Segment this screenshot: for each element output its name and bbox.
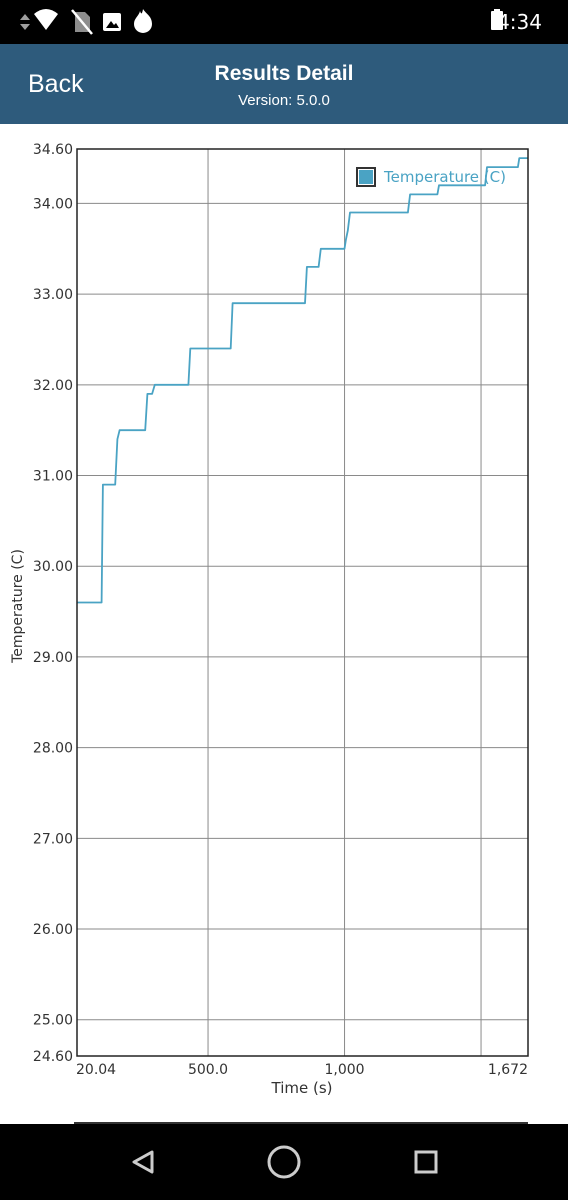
battery-icon (491, 9, 503, 30)
y-tick-label: 31.00 (33, 469, 73, 485)
plot-frame (76, 148, 529, 1057)
y-axis-label: Temperature (C) (10, 549, 26, 663)
y-tick-label: 32.00 (33, 378, 73, 394)
status-time: 4:34 (497, 10, 542, 34)
legend-label: Temperature (C) (384, 168, 506, 186)
temperature-chart[interactable]: 24.60 25.00 26.00 27.00 28.00 29.00 30.00 31.00… (0, 124, 568, 1124)
page-title: Results Detail (214, 62, 354, 85)
y-tick-labels: 24.60 25.00 26.00 27.00 28.00 29.00 30.00 31.00… (33, 142, 73, 1065)
image-icon (103, 13, 121, 31)
back-button[interactable]: Back (28, 70, 84, 98)
status-bar: 4:34 (0, 0, 568, 44)
x-tick-label: 1,000 (324, 1062, 364, 1078)
y-tick-label: 34.00 (33, 196, 73, 212)
chart-gridlines (76, 148, 529, 1057)
divider (74, 1122, 528, 1124)
x-tick-label: 1,672 (488, 1062, 528, 1078)
x-tick-label: 20.04 (76, 1062, 116, 1078)
flame-icon (134, 9, 152, 33)
x-tick-labels: 20.04 500.0 1,000 1,672 (76, 1062, 528, 1078)
x-tick-label: 500.0 (188, 1062, 228, 1078)
y-tick-label: 33.00 (33, 287, 73, 303)
app-header: Back Results Detail Version: 5.0.0 (0, 44, 568, 124)
y-tick-label: 26.00 (33, 922, 73, 938)
legend-swatch-color (359, 170, 373, 184)
series-line-temperature (77, 157, 528, 604)
y-tick-label: 25.00 (33, 1013, 73, 1029)
chart-canvas: 24.60 25.00 26.00 27.00 28.00 29.00 30.00 31.00… (33, 142, 529, 1078)
chart-series (77, 157, 528, 604)
y-tick-label: 28.00 (33, 741, 73, 757)
legend-swatch (356, 167, 376, 187)
y-tick-label: 34.60 (33, 142, 73, 158)
y-tick-label: 30.00 (33, 559, 73, 575)
y-tick-label: 24.60 (33, 1049, 73, 1065)
wifi-icon (34, 9, 58, 30)
y-tick-label: 27.00 (33, 831, 73, 847)
back-triangle-icon[interactable] (124, 1124, 164, 1200)
overview-square-icon[interactable] (408, 1124, 444, 1200)
x-axis-label: Time (s) (271, 1079, 333, 1097)
no-sim-icon (71, 9, 93, 35)
version-label: Version: 5.0.0 (238, 92, 330, 109)
navigation-bar (0, 1124, 568, 1200)
y-tick-label: 29.00 (33, 650, 73, 666)
chart-legend: Temperature (C) (356, 164, 506, 190)
home-circle-icon[interactable] (262, 1124, 306, 1200)
data-arrows-icon (20, 14, 30, 30)
